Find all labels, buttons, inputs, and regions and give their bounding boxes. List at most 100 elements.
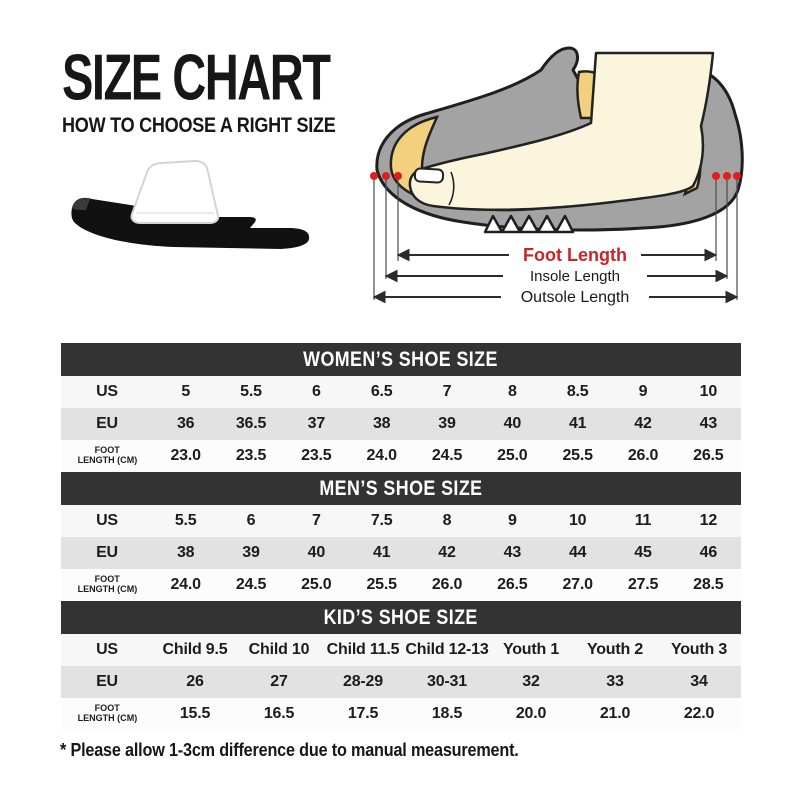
size-cell: 24.5: [431, 447, 463, 464]
size-cell: 32: [522, 673, 540, 690]
size-cell: 42: [438, 544, 456, 561]
size-cell: 17.5: [347, 705, 379, 722]
outsole-length-label: Outsole Length: [521, 289, 630, 306]
row-label-foot: FOOT LENGTH (CM): [61, 569, 153, 601]
outsole-length-dimension: Outsole Length: [372, 289, 739, 306]
size-cell: 25.0: [497, 447, 528, 464]
size-cell: 11: [634, 512, 652, 529]
size-tables: WOMEN’S SHOE SIZE US 5 5.5 6 6.5 7 8 8.5 9 10 EU 36…: [61, 343, 741, 730]
size-cell: 40: [503, 415, 522, 432]
size-table-men: MEN’S SHOE SIZE US 5.5 6 7 7.5 8 9 10 11 12 EU 38 39…: [61, 472, 741, 601]
size-cell: 10: [568, 512, 587, 529]
size-cell: 16.5: [263, 705, 295, 722]
size-cell: Child 10: [248, 641, 310, 658]
table-title-women: WOMEN’S SHOE SIZE: [61, 343, 741, 376]
table-row-foot: FOOT LENGTH (CM) 24.0 24.5 25.0 25.5 26.0 26.5 2…: [61, 569, 741, 601]
table-row-eu: EU 38 39 40 41 42 43 44 45 46: [61, 537, 741, 569]
size-cell: Youth 1: [502, 641, 560, 658]
size-cell: 36.5: [235, 415, 267, 432]
size-cell: 24.0: [366, 447, 397, 464]
size-cell: 27.5: [627, 576, 659, 593]
size-cell: 28-29: [343, 673, 383, 690]
table-title-text: WOMEN’S SHOE SIZE: [303, 347, 499, 371]
size-cell: 42: [634, 415, 652, 432]
row-label-line: LENGTH (CM): [77, 455, 137, 466]
size-cell: Child 12-13: [405, 641, 489, 658]
size-cell: 25.5: [562, 447, 593, 464]
size-cell: 39: [438, 415, 456, 432]
size-cell: 24.5: [235, 576, 267, 593]
table-title-text: MEN’S SHOE SIZE: [319, 476, 483, 500]
size-cell: 23.5: [235, 447, 267, 464]
size-table-kids: KID’S SHOE SIZE US Child 9.5 Child 10 Child…: [61, 601, 741, 730]
table-row-us: US 5 5.5 6 6.5 7 8 8.5 9 10: [61, 376, 741, 408]
size-cell: 22.0: [683, 705, 715, 722]
size-cell: 26.0: [627, 447, 659, 464]
page-title: SIZE CHART: [62, 41, 331, 115]
row-label-eu: EU: [96, 415, 118, 432]
insole-length-label: Insole Length: [530, 268, 620, 285]
size-cell: 9: [638, 383, 648, 400]
foot-measure-diagram: Foot Length Insole Length Outsole Length: [370, 46, 744, 306]
size-cell: 41: [372, 544, 391, 561]
size-cell: 5.5: [174, 512, 197, 529]
extension-lines: [373, 180, 738, 300]
size-cell: 27: [270, 673, 288, 690]
size-cell: 33: [606, 673, 624, 690]
size-cell: 43: [699, 415, 718, 432]
size-cell: 7: [442, 383, 452, 400]
size-cell: 46: [699, 544, 718, 561]
measurement-disclaimer: * Please allow 1-3cm difference due to m…: [60, 740, 519, 760]
row-label-line: FOOT: [94, 703, 120, 715]
size-cell: Child 11.5: [326, 641, 400, 658]
size-cell: 7: [311, 512, 321, 529]
size-cell: 38: [176, 544, 195, 561]
row-label-line: LENGTH (CM): [77, 584, 137, 595]
size-cell: 26: [186, 673, 204, 690]
row-label-us: US: [96, 383, 118, 400]
size-cell: Youth 2: [586, 641, 644, 658]
size-cell: 6.5: [370, 383, 393, 400]
size-cell: 44: [568, 544, 587, 561]
row-label-us: US: [96, 512, 118, 529]
toe-crease-line: [448, 171, 455, 206]
size-cell: 45: [634, 544, 652, 561]
size-cell: 23.0: [170, 447, 201, 464]
size-cell: 30-31: [427, 673, 467, 690]
sandal-toe-highlight: [72, 198, 90, 210]
table-row-us: US Child 9.5 Child 10 Child 11.5 Child 12-13…: [61, 634, 741, 666]
row-label-line: FOOT: [94, 574, 120, 586]
foot-length-dimension: Foot Length: [396, 245, 718, 265]
size-cell: 27.0: [562, 576, 593, 593]
size-cell: 5.5: [240, 383, 262, 400]
sandal-strap: [130, 159, 220, 224]
heading-block: SIZE CHART HOW TO CHOOSE A RIGHT SIZE: [62, 41, 382, 138]
size-cell: 34: [690, 673, 708, 690]
table-row-foot: FOOT LENGTH (CM) 15.5 16.5 17.5 18.5 20.0 21.0 2…: [61, 698, 741, 730]
size-cell: 8: [442, 512, 452, 529]
size-cell: 41: [568, 415, 587, 432]
size-cell: 25.0: [301, 576, 332, 593]
size-cell: 8: [507, 383, 517, 400]
toenail: [413, 167, 445, 184]
size-table-women: WOMEN’S SHOE SIZE US 5 5.5 6 6.5 7 8 8.5 9 10 EU 36…: [61, 343, 741, 472]
size-cell: 15.5: [179, 705, 211, 722]
size-cell: 24.0: [170, 576, 201, 593]
sole-tread-zigzag: [483, 214, 575, 234]
row-label-line: FOOT: [94, 445, 120, 457]
row-label-foot: FOOT LENGTH (CM): [61, 440, 153, 472]
size-cell: 10: [699, 383, 718, 400]
table-title-text: KID’S SHOE SIZE: [323, 605, 479, 629]
size-cell: 20.0: [515, 705, 547, 722]
size-cell: 43: [503, 544, 522, 561]
size-cell: 8.5: [566, 383, 589, 400]
foot-shape: [408, 51, 715, 212]
size-cell: 21.0: [599, 705, 631, 722]
size-cell: 37: [307, 415, 326, 432]
table-row-us: US 5.5 6 7 7.5 8 9 10 11 12: [61, 505, 741, 537]
table-row-eu: EU 36 36.5 37 38 39 40 41 42 43: [61, 408, 741, 440]
size-cell: 39: [242, 544, 260, 561]
size-cell: 36: [176, 415, 195, 432]
row-label-line: LENGTH (CM): [77, 713, 137, 724]
table-row-eu: EU 26 27 28-29 30-31 32 33 34: [61, 666, 741, 698]
